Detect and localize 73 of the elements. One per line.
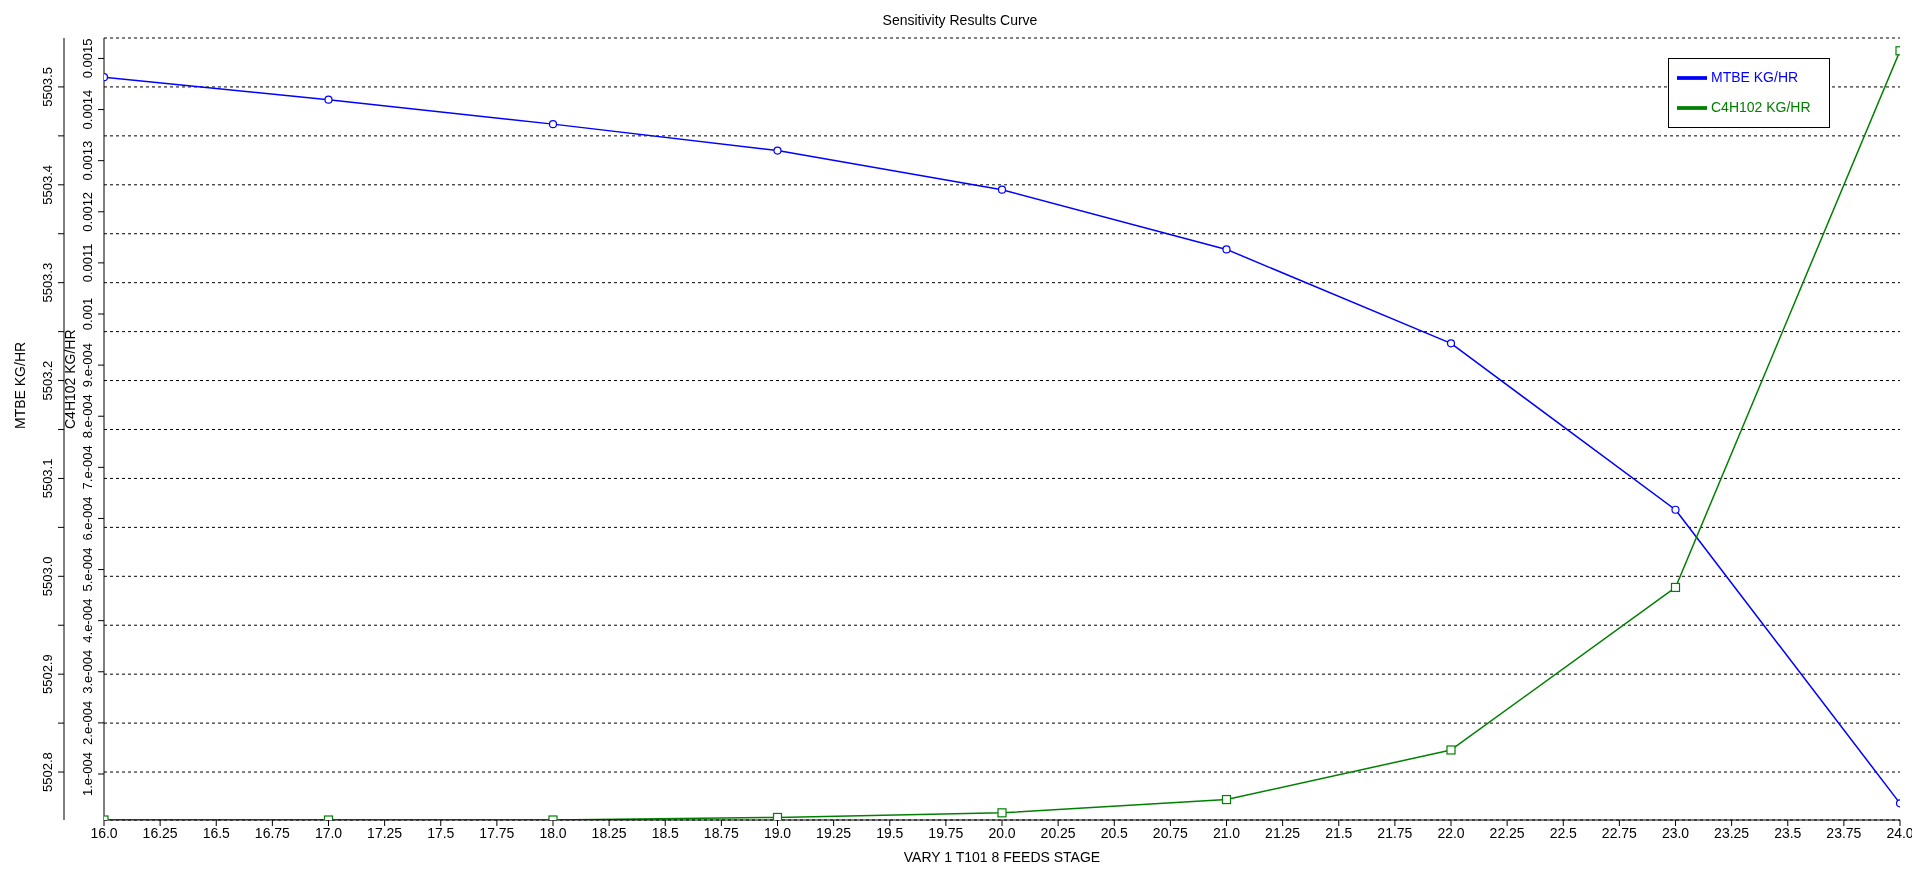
y2-tick-label: 3.e-004 [80, 649, 95, 694]
y2-tick-label: 0.001 [80, 297, 95, 331]
x-axis-title: VARY 1 T101 8 FEEDS STAGE [903, 849, 1101, 865]
y-tick-label: 5503.2 [40, 360, 55, 401]
y-tick-label: 5502.8 [40, 752, 55, 792]
y-tick-label: 5503.1 [40, 458, 55, 499]
x-tick-label: 17.5 [427, 824, 455, 841]
x-tick-label: 16.75 [254, 824, 291, 841]
y-tick-label: 5502.9 [40, 654, 55, 695]
x-tick-label: 18.5 [651, 824, 680, 841]
x-tick-label: 22.75 [1601, 824, 1638, 841]
point [324, 95, 333, 104]
x-tick-label: 22.5 [1549, 824, 1578, 841]
y2-tick-label: 0.0013 [80, 140, 95, 181]
x-tick-label: 16.0 [90, 824, 118, 841]
legend-label: C4H102 KG/HR [1711, 99, 1811, 116]
point [997, 808, 1007, 818]
y2-tick-label: 0.0015 [80, 38, 95, 79]
x-tick-label: 19.25 [816, 824, 852, 841]
point [548, 120, 558, 129]
y2-tick-label: 8.e-004 [80, 394, 95, 439]
y2-tick-label: 0.0014 [80, 89, 95, 130]
x-tick-label: 20.5 [1100, 824, 1129, 841]
x-tick-label: 22.0 [1437, 824, 1465, 841]
x-tick-label: 16.25 [142, 824, 178, 841]
y-tick-label: 5503.5 [40, 67, 55, 107]
point [1446, 745, 1456, 755]
point [772, 812, 783, 820]
y2-tick-label: 6.e-004 [80, 496, 95, 541]
x-tick-label: 16.5 [202, 824, 231, 841]
x-tick-label: 19.5 [876, 824, 904, 841]
x-tick-label: 23.75 [1826, 824, 1862, 841]
x-tick-label: 17.25 [367, 824, 403, 841]
x-tick-label: 23.25 [1714, 824, 1750, 841]
y2-tick-label: 5.e-004 [80, 547, 95, 592]
y2-tick-label: 4.e-004 [80, 598, 95, 643]
x-tick-label: 18.0 [539, 824, 567, 841]
x-tick-label: 23.5 [1774, 824, 1802, 841]
y-tick-label: 5503.0 [40, 556, 55, 597]
point [997, 185, 1007, 194]
x-tick-label: 17.75 [479, 824, 515, 841]
x-tick-label: 19.75 [928, 824, 964, 841]
y2-tick-label: 2.e-004 [80, 700, 95, 745]
x-tick-label: 20.0 [988, 824, 1016, 841]
y2-tick-label: 1.e-004 [80, 751, 95, 797]
point [1222, 245, 1231, 254]
legend-label: MTBE KG/HR [1711, 69, 1799, 86]
x-tick-label: 20.75 [1152, 824, 1189, 841]
x-tick-label: 21.0 [1212, 824, 1241, 841]
y-axis-title: MTBE KG/HR [11, 341, 28, 429]
y2-tick-label: 9.e-004 [80, 343, 95, 388]
x-tick-label: 18.25 [591, 824, 627, 841]
point [1446, 339, 1456, 348]
x-tick-label: 21.5 [1325, 824, 1353, 841]
x-tick-label: 17.0 [314, 824, 343, 841]
y2-tick-label: 0.0012 [80, 191, 95, 232]
x-tick-label: 19.0 [763, 824, 792, 841]
point [773, 146, 782, 155]
point [1670, 582, 1681, 593]
y2-tick-label: 7.e-004 [80, 445, 95, 490]
y2-axis-title: C4H102 KG/HR [61, 329, 78, 429]
x-tick-label: 21.75 [1377, 824, 1413, 841]
x-tick-label: 18.75 [703, 824, 740, 841]
point [1221, 794, 1232, 805]
chart-title: Sensitivity Results Curve [881, 12, 1039, 28]
x-tick-label: 23.0 [1661, 824, 1690, 841]
point [1671, 505, 1680, 514]
y-tick-label: 5503.4 [40, 164, 55, 205]
y2-tick-label: 0.0011 [80, 243, 95, 283]
x-tick-label: 22.25 [1489, 824, 1525, 841]
y-tick-label: 5503.3 [40, 262, 55, 303]
x-tick-label: 20.25 [1040, 824, 1076, 841]
x-tick-label: 21.25 [1265, 824, 1301, 841]
